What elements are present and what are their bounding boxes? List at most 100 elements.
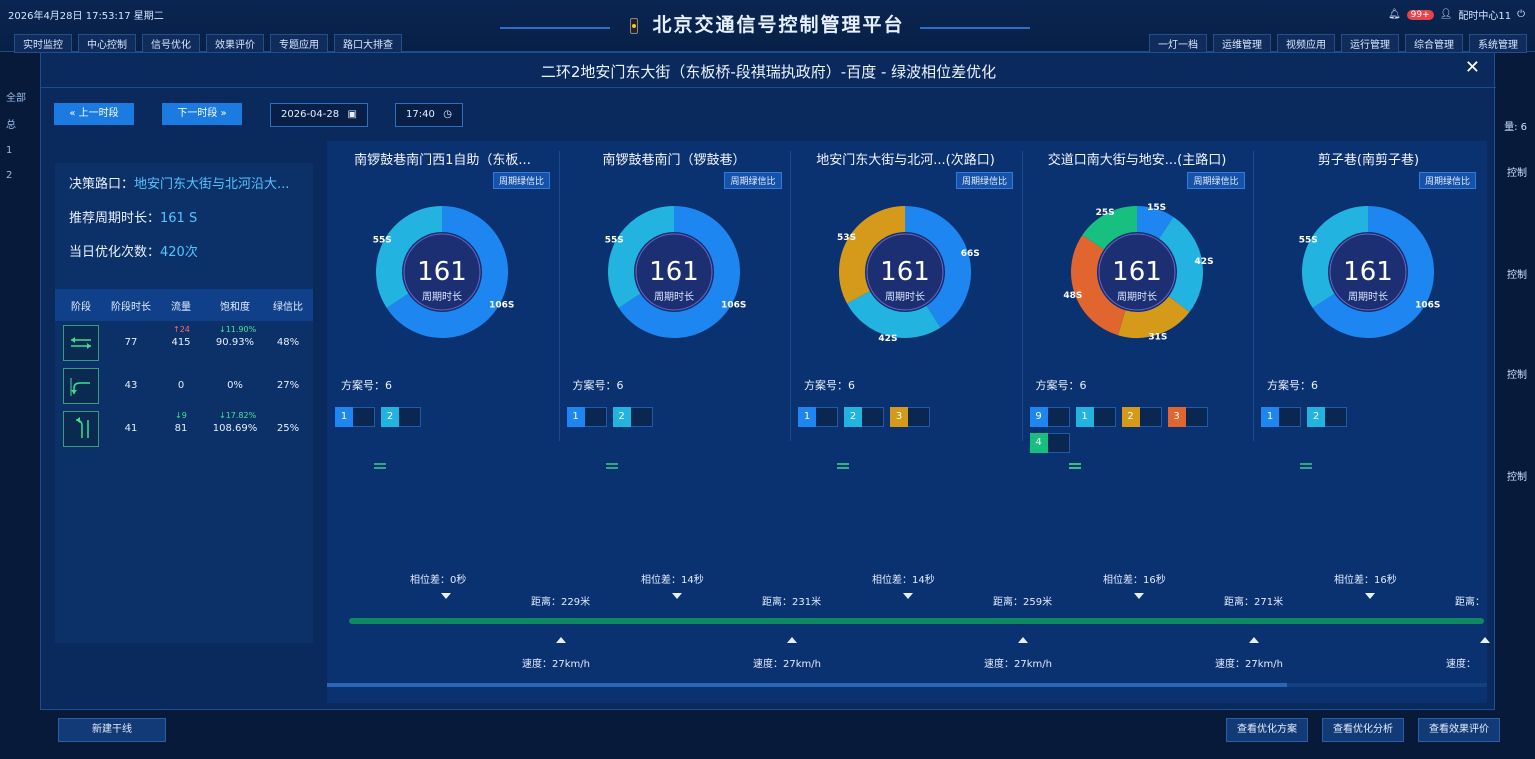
new-line-button[interactable]: 新建干线 bbox=[58, 718, 166, 742]
split-ratio-button[interactable]: 周期绿信比 bbox=[724, 172, 782, 189]
phase-list: 1 2 3 bbox=[798, 407, 1013, 469]
phase-number: 3 bbox=[890, 407, 908, 427]
horizontal-scrollbar[interactable] bbox=[327, 683, 1487, 687]
donut-segment bbox=[376, 206, 443, 308]
phase-item[interactable]: 4 bbox=[1029, 433, 1081, 469]
segment-label: 15S bbox=[1147, 203, 1166, 213]
top-bar: 2026年4月28日 17:53:17 星期二 北京交通信号控制管理平台 🔔︎ … bbox=[0, 0, 1535, 53]
bg-control-2[interactable]: 控制 bbox=[1507, 270, 1527, 281]
phase-item[interactable]: 2 bbox=[605, 407, 653, 469]
top-right: 🔔︎ 99+ 👤︎ 配时中心11 ⏻ bbox=[1388, 7, 1525, 22]
notification-badge[interactable]: 99+ bbox=[1406, 9, 1434, 20]
phase-item[interactable]: 2 bbox=[1068, 407, 1162, 469]
phase-number: 1 bbox=[1075, 407, 1094, 427]
phase-item[interactable]: 2 bbox=[374, 407, 421, 469]
nav-integrated[interactable]: 综合管理 bbox=[1405, 34, 1463, 53]
intersection-name: 南锣鼓巷南门（锣鼓巷） bbox=[602, 153, 746, 168]
split-ratio-button[interactable]: 周期绿信比 bbox=[955, 172, 1013, 189]
nav-video[interactable]: 视频应用 bbox=[1277, 34, 1335, 53]
phase-offset-label: 相位差：14秒 bbox=[641, 575, 704, 586]
cycle-value: 161 bbox=[1343, 257, 1393, 287]
offset-marker bbox=[441, 593, 451, 599]
nav-ops[interactable]: 运维管理 bbox=[1213, 34, 1271, 53]
nav-topic[interactable]: 专题应用 bbox=[270, 34, 328, 53]
distance-label: 距离：231米 bbox=[762, 597, 822, 608]
phase-number: 9 bbox=[1029, 407, 1048, 427]
phase-item[interactable]: 1 bbox=[1261, 407, 1312, 469]
bg-item-1[interactable]: 1 bbox=[6, 145, 13, 156]
nav-realtime[interactable]: 实时监控 bbox=[14, 34, 72, 53]
intersection-card: 地安门东大街与北河...(次路口) 周期绿信比 66S 42S 53S 161 周期时长 方案… bbox=[790, 141, 1021, 471]
cycle-donut-chart: 106S 55S 161 周期时长 bbox=[604, 206, 746, 338]
phase-number: 2 bbox=[1121, 407, 1140, 427]
phase-item[interactable]: 1 bbox=[798, 407, 849, 469]
cycle-label: 周期时长 bbox=[422, 291, 462, 303]
power-icon[interactable]: ⏻ bbox=[1517, 9, 1525, 20]
bg-control-4[interactable]: 控制 bbox=[1507, 472, 1527, 483]
donut-segment bbox=[1081, 206, 1138, 251]
nav-system[interactable]: 系统管理 bbox=[1469, 34, 1527, 53]
cycle-donut-chart: 106S 55S 161 周期时长 bbox=[373, 206, 514, 338]
nav-left: 实时监控 中心控制 信号优化 效果评价 专题应用 路口大排查 bbox=[14, 34, 402, 53]
offset-marker bbox=[1365, 593, 1375, 599]
close-icon[interactable]: ✕ bbox=[1464, 57, 1480, 78]
table-row: 77 ↑24 415 ↓11.90% 90.93% 48% bbox=[55, 321, 313, 364]
phase-number: 2 bbox=[1307, 407, 1325, 427]
speed-label: 速度： bbox=[1446, 659, 1476, 670]
next-period-button[interactable]: 下一时段 » bbox=[162, 103, 242, 125]
speed-marker bbox=[556, 637, 566, 643]
table-row: 41 ↓9 81 ↓17.82% 108.69% 25% bbox=[55, 407, 313, 450]
view-plan-button[interactable]: 查看优化方案 bbox=[1226, 718, 1308, 742]
time-picker[interactable]: 17:40 ◷ bbox=[395, 103, 463, 127]
phase-number: 1 bbox=[1261, 407, 1279, 427]
nav-run[interactable]: 运行管理 bbox=[1341, 34, 1399, 53]
nav-one-light[interactable]: 一灯一档 bbox=[1149, 34, 1207, 53]
nav-signal-opt[interactable]: 信号优化 bbox=[142, 34, 200, 53]
bg-item-2[interactable]: 2 bbox=[6, 170, 13, 181]
phase-arrow-icon bbox=[1279, 407, 1312, 469]
scrollbar-thumb[interactable] bbox=[327, 683, 1287, 687]
phase-item[interactable]: 1 bbox=[566, 407, 618, 469]
user-icon: 👤︎ bbox=[1439, 9, 1453, 20]
nav-intersection-check[interactable]: 路口大排查 bbox=[334, 34, 402, 53]
donut-segment bbox=[1117, 295, 1189, 338]
date-picker[interactable]: 2026-04-28 ▣ bbox=[270, 103, 368, 127]
nav-effect-eval[interactable]: 效果评价 bbox=[206, 34, 264, 53]
phase-item[interactable]: 3 bbox=[1068, 407, 1208, 469]
phase-item[interactable]: 9 bbox=[1029, 407, 1081, 469]
opt-value: 420次 bbox=[160, 245, 198, 260]
phase-item[interactable]: 3 bbox=[837, 407, 930, 469]
app-title: 北京交通信号控制管理平台 bbox=[0, 10, 1535, 37]
right-turn-icon bbox=[63, 410, 99, 447]
phase-table: 阶段 阶段时长 流量 饱和度 绿信比 77 ↑24 415 ↓11.90% 90.9… bbox=[55, 289, 313, 450]
speed-marker bbox=[1018, 637, 1028, 643]
phase-item[interactable]: 2 bbox=[837, 407, 884, 469]
cycle-value: 161 bbox=[880, 257, 930, 287]
nav-center-control[interactable]: 中心控制 bbox=[78, 34, 136, 53]
intersection-card: 南锣鼓巷南门西1自助（东板... 周期绿信比 106S 55S 161 周期时长 方案号：6… bbox=[327, 141, 558, 471]
phase-number: 1 bbox=[566, 407, 585, 427]
view-evaluation-button[interactable]: 查看效果评价 bbox=[1418, 718, 1500, 742]
time-value: 17:40 bbox=[406, 109, 435, 120]
phase-item[interactable]: 1 bbox=[335, 407, 386, 469]
phase-arrow-icon bbox=[837, 407, 930, 469]
bg-control-3[interactable]: 控制 bbox=[1507, 370, 1527, 381]
prev-period-button[interactable]: « 上一时段 bbox=[54, 103, 134, 125]
donut-segment bbox=[618, 206, 740, 338]
phase-number: 1 bbox=[798, 407, 816, 427]
user-name[interactable]: 配时中心11 bbox=[1458, 11, 1512, 22]
phase-number: 1 bbox=[335, 407, 353, 427]
split-ratio-button[interactable]: 周期绿信比 bbox=[1187, 172, 1245, 189]
view-analysis-button[interactable]: 查看优化分析 bbox=[1322, 718, 1404, 742]
bg-control-1[interactable]: 控制 bbox=[1507, 168, 1527, 179]
bg-all-tab[interactable]: 全部 bbox=[6, 93, 26, 104]
phase-item[interactable]: 1 bbox=[1068, 407, 1116, 469]
distance-label: 距离：271米 bbox=[1224, 597, 1284, 608]
split-ratio-button[interactable]: 周期绿信比 bbox=[1418, 172, 1476, 189]
split-ratio-button[interactable]: 周期绿信比 bbox=[492, 172, 550, 189]
speed-label: 速度：27km/h bbox=[753, 659, 821, 670]
bell-icon[interactable]: 🔔︎ bbox=[1387, 9, 1401, 20]
phase-item[interactable]: 2 bbox=[1300, 407, 1347, 469]
decision-row: 决策路口：地安门东大街与北河沿大... bbox=[69, 177, 290, 192]
